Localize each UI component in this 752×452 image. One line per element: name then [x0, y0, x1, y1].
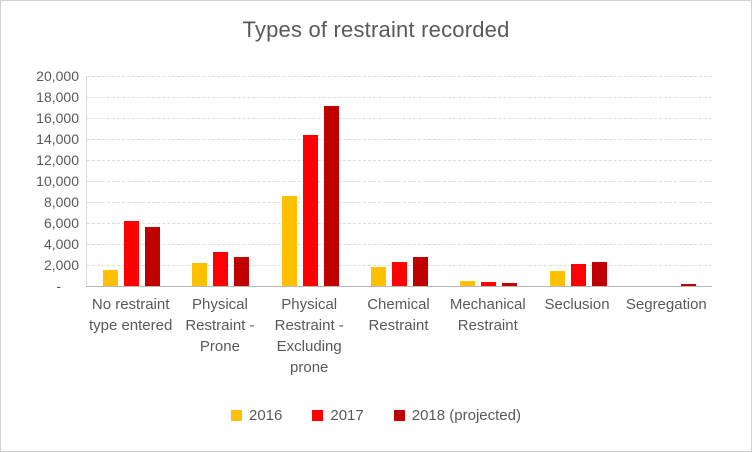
bar-2017	[481, 282, 497, 286]
bar-group	[533, 76, 622, 286]
legend-swatch-icon	[393, 410, 405, 421]
plot-area	[86, 76, 712, 287]
bar-2018-projected-	[502, 283, 518, 286]
bar-2018-projected-	[412, 257, 428, 286]
legend-item: 2016	[231, 407, 282, 424]
bar-2017	[124, 221, 140, 286]
bar-2017	[302, 135, 318, 286]
x-axis-category-label: Chemical Restraint	[367, 296, 430, 334]
legend-label: 2018 (projected)	[411, 407, 521, 424]
bar-2018-projected-	[234, 257, 250, 286]
bar-2016	[281, 196, 297, 286]
y-axis-tick-label: 12,000	[36, 152, 79, 168]
y-axis-tick-label: 2,000	[43, 257, 79, 273]
bar-2017	[213, 252, 229, 286]
y-axis-tick-label: 8,000	[43, 194, 79, 210]
y-axis-tick-label: 6,000	[43, 215, 79, 231]
chart-title: Types of restraint recorded	[242, 17, 510, 42]
y-axis-tick-label: 4,000	[43, 236, 79, 252]
gridline	[87, 139, 712, 140]
y-axis-tick-label: 20,000	[36, 68, 79, 84]
gridline	[87, 244, 712, 245]
bar-2016	[192, 263, 208, 286]
y-axis-tick-label: 14,000	[36, 131, 79, 147]
bar-2016	[549, 271, 565, 286]
x-axis-category-label: Segregation	[625, 296, 707, 313]
bar-group	[444, 76, 533, 286]
y-axis: 20,000 18,000 16,000 14,000 12,000 10,000 8,00…	[1, 68, 79, 296]
x-axis-category-label: No restraint type entered	[88, 296, 173, 334]
bar-2016	[370, 267, 386, 286]
bar-2016	[103, 270, 119, 286]
y-axis-tick-label: 16,000	[36, 110, 79, 126]
bar-group	[176, 76, 265, 286]
bar-2018-projected-	[145, 227, 161, 286]
gridline	[87, 202, 712, 203]
x-axis-category-label: Seclusion	[544, 296, 610, 313]
gridline	[87, 76, 712, 77]
gridline	[87, 118, 712, 119]
x-axis-labels: No restraint type entered Physical Restra…	[86, 294, 711, 378]
bar-2016	[460, 281, 476, 286]
legend: 2016 2017 2018 (projected)	[1, 407, 751, 424]
gridline	[87, 223, 712, 224]
x-axis-category-label: Physical Restraint - Prone	[185, 296, 255, 355]
gridline	[87, 160, 712, 161]
bar-2018-projected-	[591, 262, 607, 286]
legend-item: 2018 (projected)	[393, 407, 521, 424]
legend-item: 2017	[312, 407, 364, 424]
y-axis-tick-label: -	[56, 278, 61, 294]
bar-groups	[87, 76, 712, 286]
x-axis-category-label: Physical Restraint - Excluding prone	[274, 296, 344, 376]
legend-swatch-icon	[312, 410, 324, 421]
bar-group	[266, 76, 355, 286]
bar-2017	[570, 264, 586, 286]
y-axis-tick-label: 18,000	[36, 89, 79, 105]
gridline	[87, 97, 712, 98]
x-axis-category-label: Mechanical Restraint	[449, 296, 526, 334]
bar-group	[623, 76, 712, 286]
legend-label: 2016	[249, 407, 283, 424]
gridline	[87, 181, 712, 182]
bar-group	[355, 76, 444, 286]
y-axis-tick-label: 10,000	[36, 173, 79, 189]
bar-2018-projected-	[323, 106, 339, 286]
legend-label: 2017	[330, 407, 364, 424]
bar-2018-projected-	[680, 284, 696, 286]
bar-2017	[391, 262, 407, 286]
bar-group	[87, 76, 176, 286]
legend-swatch-icon	[231, 410, 242, 421]
